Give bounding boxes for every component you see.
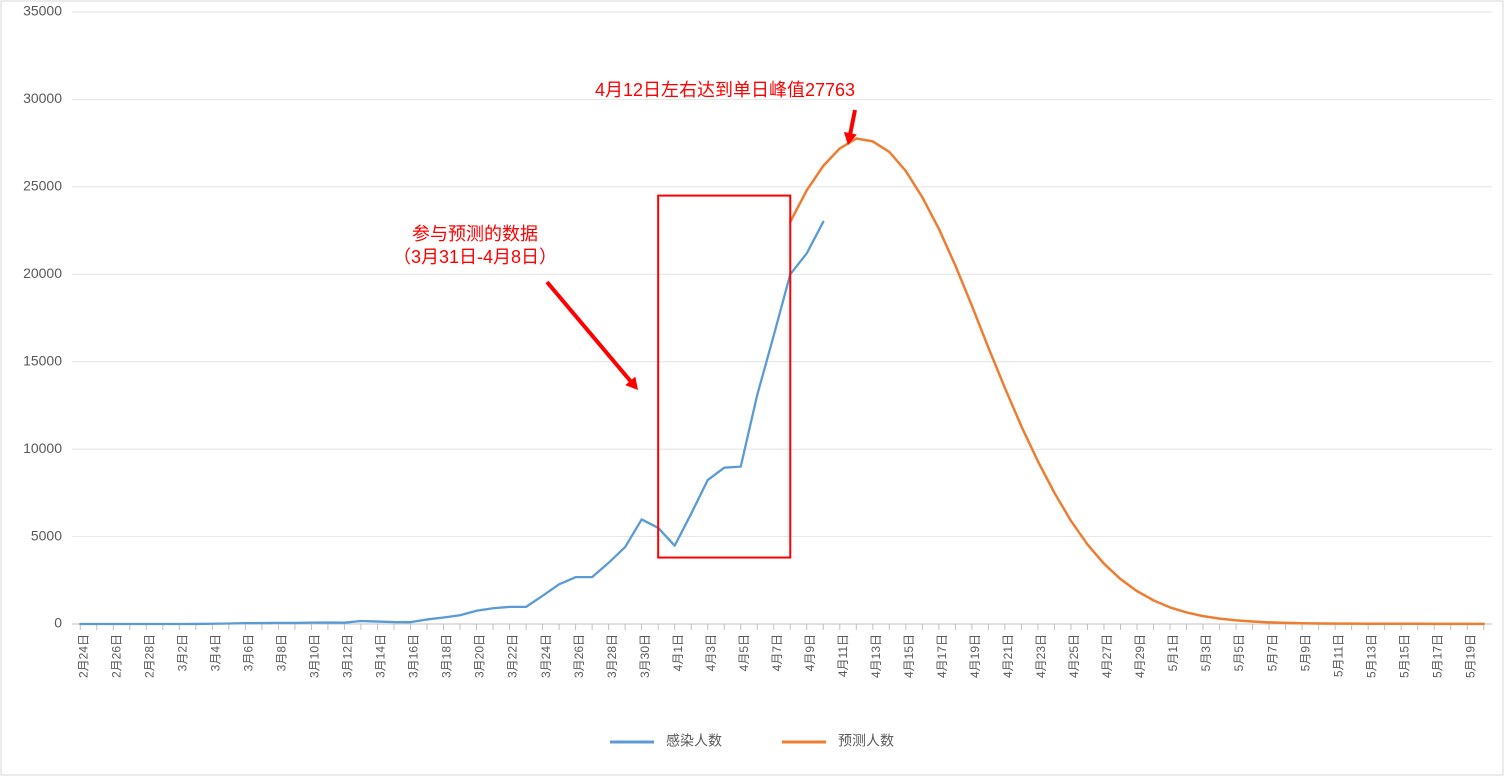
x-tick-label: 3月10日 (308, 634, 322, 678)
callout-box (658, 196, 790, 558)
x-tick-label: 4月9日 (803, 634, 817, 671)
callout-left-text-1: 参与预测的数据 (412, 224, 538, 244)
series-line-infected (80, 222, 823, 624)
x-tick-label: 5月17日 (1430, 634, 1444, 678)
callout-right-text: 4月12日左右达到单日峰值27763 (595, 80, 855, 100)
x-tick-label: 4月25日 (1067, 634, 1081, 678)
x-tick-label: 3月26日 (572, 634, 586, 678)
x-tick-label: 4月21日 (1001, 634, 1015, 678)
x-tick-label: 3月24日 (539, 634, 553, 678)
x-tick-label: 3月18日 (440, 634, 454, 678)
x-tick-label: 4月23日 (1034, 634, 1048, 678)
y-tick-label: 15000 (23, 352, 62, 368)
x-tick-label: 4月7日 (770, 634, 784, 671)
x-tick-label: 2月28日 (142, 634, 156, 678)
x-tick-label: 4月27日 (1100, 634, 1114, 678)
x-tick-label: 5月1日 (1166, 634, 1180, 671)
callout-arrow-shaft (850, 110, 855, 136)
x-tick-label: 5月5日 (1232, 634, 1246, 671)
x-tick-label: 4月1日 (671, 634, 685, 671)
x-tick-label: 3月14日 (374, 634, 388, 678)
callout-left-text-2: （3月31日-4月8日） (393, 247, 557, 267)
chart-container: 0 5000 10000 15000 20000 25000 30000 35000 2月24日… (0, 0, 1504, 776)
x-tick-label: 5月11日 (1331, 634, 1345, 677)
x-tick-label: 2月26日 (109, 634, 123, 678)
x-tick-label: 5月3日 (1199, 634, 1213, 671)
x-tick-label: 5月19日 (1463, 634, 1477, 678)
x-tick-label: 4月15日 (902, 634, 916, 678)
y-tick-label: 20000 (23, 265, 62, 281)
x-tick-label: 5月15日 (1397, 634, 1411, 678)
x-tick-label: 3月20日 (473, 634, 487, 678)
x-tick-label: 3月2日 (175, 634, 189, 671)
callout-arrow-shaft (547, 282, 632, 383)
x-tick-label: 5月13日 (1364, 634, 1378, 678)
x-tick-label: 3月30日 (638, 634, 652, 678)
x-tick-label: 3月8日 (275, 634, 289, 671)
x-tick-label: 4月13日 (869, 634, 883, 678)
y-tick-label: 25000 (23, 178, 62, 194)
y-tick-label: 30000 (23, 90, 62, 106)
legend-label-infected: 感染人数 (666, 733, 722, 749)
x-tick-label: 5月9日 (1298, 634, 1312, 671)
x-tick-label: 3月4日 (209, 634, 223, 671)
x-tick-label: 4月5日 (737, 634, 751, 671)
y-tick-label: 5000 (31, 527, 62, 543)
legend-label-predicted: 预测人数 (838, 733, 894, 749)
x-tick-label: 4月3日 (704, 634, 718, 671)
x-tick-label: 4月11日 (836, 634, 850, 677)
x-tick-label: 3月12日 (341, 634, 355, 678)
x-tick-label: 2月24日 (76, 634, 90, 678)
x-tick-label: 3月22日 (506, 634, 520, 678)
x-tick-label: 3月16日 (407, 634, 421, 678)
x-tick-label: 4月29日 (1133, 634, 1147, 678)
series-line-predicted (790, 139, 1483, 624)
y-tick-label: 10000 (23, 440, 62, 456)
x-tick-label: 4月19日 (968, 634, 982, 678)
chart-svg: 0 5000 10000 15000 20000 25000 30000 35000 2月24日… (0, 0, 1504, 776)
y-tick-label: 35000 (23, 3, 62, 19)
x-tick-label: 4月17日 (935, 634, 949, 678)
x-tick-label: 5月7日 (1265, 634, 1279, 671)
y-tick-label: 0 (54, 615, 62, 631)
x-tick-label: 3月6日 (242, 634, 256, 671)
x-tick-label: 3月28日 (605, 634, 619, 678)
